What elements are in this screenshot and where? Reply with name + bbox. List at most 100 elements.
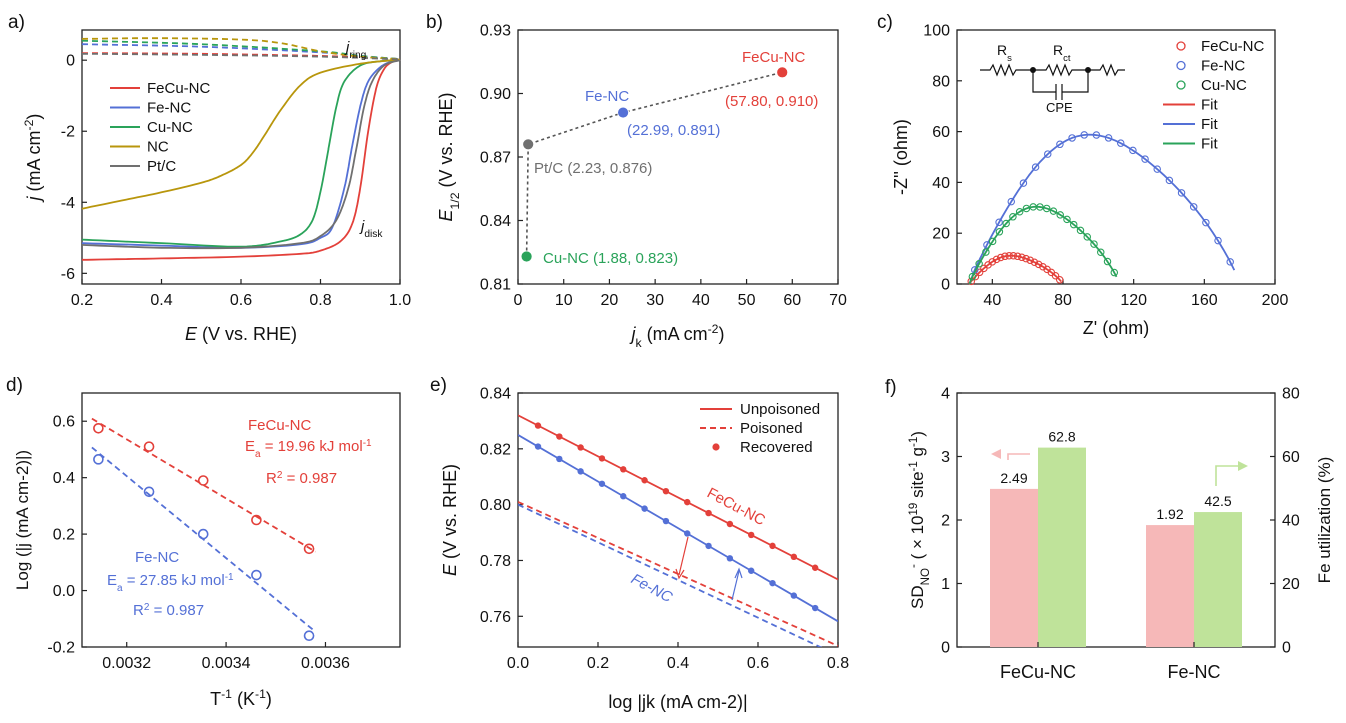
legend: FeCu-NC Fe-NC Cu-NC Fit Fit Fit <box>1163 38 1265 153</box>
r2-label: R2 = 0.987 <box>133 602 204 620</box>
y-axis-label: E1/2 (V vs. RHE) <box>436 92 462 221</box>
y-axis-label-left-part-9: ) <box>908 431 927 437</box>
x-tick-label: 50 <box>738 292 756 309</box>
x-tick-label: 200 <box>1262 292 1289 309</box>
ea-prefix: E <box>245 438 255 455</box>
recovered-point-Fe-NC <box>577 468 584 475</box>
resistor-rs <box>980 63 1033 77</box>
y-axis-label-left-part-4: 19 <box>908 503 920 516</box>
data-point-Fe-NC <box>995 218 1003 227</box>
legend-label: Cu-NC <box>147 119 193 136</box>
x-axis-label: Z' (ohm) <box>1083 318 1149 338</box>
legend-label: Recovered <box>740 439 813 456</box>
y-tick-label: 100 <box>923 23 950 40</box>
ea-unit: -1 <box>225 572 234 583</box>
y-tick-label-left: 2 <box>941 513 950 530</box>
arrowhead-red <box>675 568 685 580</box>
annotation-ring-part-0: j <box>344 39 350 56</box>
data-point-Cu-NC <box>1076 226 1085 235</box>
circuit-label: Rct <box>1053 42 1071 64</box>
y-tick-label-right: 40 <box>1282 513 1300 530</box>
recovered-point-Fe-NC <box>748 567 755 574</box>
data-point-Cu-NC <box>1049 207 1058 215</box>
recovered-point-FeCu-NC <box>748 531 755 539</box>
panel-d: 0.0032 0.0034 0.0036 -0.2 0.0 0.2 0.4 0.6 d) FeCu… <box>6 375 401 709</box>
y-axis-label-left-part-3: ( × 10 <box>908 515 927 564</box>
x-category-label: FeCu-NC <box>1000 662 1076 682</box>
y-axis-label-part-2: -2 <box>22 119 36 130</box>
legend-label: NC <box>147 139 169 156</box>
data-point-FeCu-NC <box>1026 256 1034 265</box>
x-tick-label: 0.2 <box>71 292 93 309</box>
point-Cu-NC <box>520 250 533 263</box>
data-point-FeCu-NC <box>1001 252 1009 261</box>
y-tick-label: 80 <box>932 73 950 90</box>
series-label: Fe-NC <box>628 571 675 607</box>
y-axis-label: -Z'' (ohm) <box>891 119 911 195</box>
resistor-rct <box>1033 63 1088 77</box>
unpoisoned-line-Fe-NC <box>518 434 838 623</box>
x-tick-label: 0.4 <box>150 292 172 309</box>
circuit-label-part-0: R <box>997 42 1007 58</box>
annotation-ring-part-1: ring <box>349 50 366 61</box>
point-FeCu-NC <box>776 66 789 79</box>
x-tick-label: 0.0034 <box>202 655 251 672</box>
y-tick-label: 0.84 <box>480 386 511 403</box>
y-tick-label-right: 60 <box>1282 449 1300 466</box>
x-tick-label: 60 <box>783 292 801 309</box>
data-point-Cu-NC <box>982 248 990 256</box>
x-axis-label-part-0: j <box>628 324 636 344</box>
y-tick-label: 0.78 <box>480 553 511 570</box>
data-point-Cu-NC <box>1083 233 1091 241</box>
y-tick-label: 0.81 <box>480 277 511 294</box>
arrowhead-blue <box>734 567 743 579</box>
bar-value-label: 42.5 <box>1204 493 1231 509</box>
plot-frame <box>956 29 1276 285</box>
ea-unit: -1 <box>363 438 372 449</box>
series-label: FeCu-NC <box>248 417 312 434</box>
series-label: Fe-NC <box>135 549 179 566</box>
series-disk-Pt/C <box>81 59 401 250</box>
data-point-Cu-NC <box>968 272 977 281</box>
annotation-disk-part-1: disk <box>364 229 383 240</box>
data-point-Cu-NC <box>1036 203 1044 211</box>
data-point-FeCu-NC <box>1005 251 1013 260</box>
data-point-Fe-NC <box>1226 258 1234 266</box>
poisoned-line-Fe-NC <box>518 503 823 647</box>
y-tick-label: 40 <box>932 175 950 192</box>
recovered-point-Fe-NC <box>556 455 563 463</box>
x-tick-label: 0 <box>514 292 523 309</box>
data-point-Fe-NC <box>1177 189 1186 197</box>
data-point-Fe-NC <box>143 486 155 498</box>
panel-a: 0.2 0.4 0.6 0.8 1.00-2-4-6a)jringjdiskFeCu-N… <box>8 12 411 344</box>
data-point-Fe-NC <box>1129 146 1137 155</box>
y-tick-label: 0.87 <box>480 150 511 167</box>
data-point-FeCu-NC <box>988 258 997 266</box>
cpe-element <box>1032 70 1089 100</box>
y-tick-label: 0.4 <box>53 470 75 487</box>
recovered-point-Fe-NC <box>662 517 670 525</box>
data-point-FeCu-NC <box>1009 251 1018 260</box>
y-tick-label: 0 <box>66 53 75 70</box>
r2-sup: 2 <box>144 602 150 613</box>
r2-label: R2 = 0.987 <box>266 470 337 488</box>
y-tick-label: 0.90 <box>480 86 511 103</box>
bar-sd <box>990 488 1038 647</box>
data-point-FeCu-NC <box>1013 252 1022 261</box>
legend-label: Fe-NC <box>1201 58 1245 75</box>
recovered-point-Fe-NC <box>726 555 734 562</box>
plot-frame <box>517 29 839 285</box>
y-axis-label-left-part-0: SD <box>908 585 927 609</box>
y-axis-label-left-part-5: site <box>908 471 927 502</box>
annotation-ring: jring <box>344 39 367 61</box>
x-axis-label-part-1: (V vs. RHE) <box>197 324 297 344</box>
recovered-point-FeCu-NC <box>705 509 712 517</box>
legend-label: Poisoned <box>740 420 803 437</box>
fit-line-FeCu-NC <box>968 254 1062 285</box>
arrowhead-left <box>991 449 1001 459</box>
circuit-label-part-0: R <box>1053 42 1063 58</box>
x-axis-label-part-1: k <box>635 336 642 350</box>
